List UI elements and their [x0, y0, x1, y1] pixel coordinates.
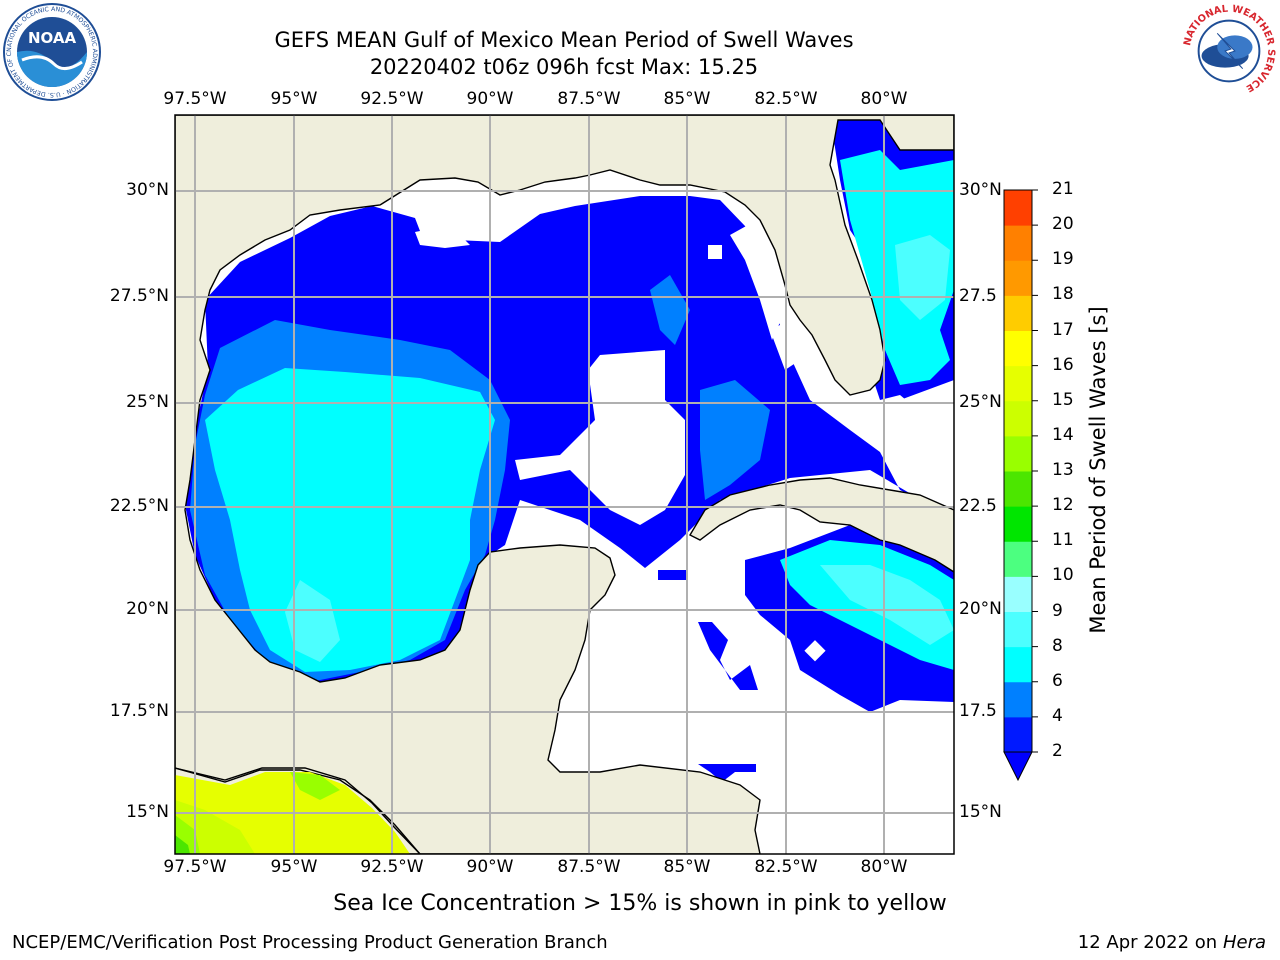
swell-region-small-bar: [658, 570, 686, 580]
lat-tick-right: 30°N: [959, 180, 1002, 200]
lat-tick-left: 22.5°N: [109, 496, 169, 516]
lat-tick-left: 17.5°N: [109, 701, 169, 721]
land-north-america: [175, 115, 954, 854]
colorbar-segment: [1004, 681, 1032, 718]
colorbar-tick-label: 21: [1052, 179, 1074, 199]
lon-tick-bottom: 95°W: [270, 857, 318, 877]
map-frame: [174, 114, 955, 855]
swell-region-atlantic-6s: [840, 150, 954, 385]
nodata-patch-caribbean: [804, 640, 826, 662]
swell-region-pacific-ridge-12s: [290, 772, 340, 800]
colorbar-segment: [1004, 190, 1032, 226]
colorbar-tick-label: 2: [1052, 741, 1063, 761]
colorbar-tick-label: 4: [1052, 705, 1063, 726]
colorbar-tick-label: 14: [1052, 424, 1074, 445]
colorbar-tick-label: 18: [1052, 284, 1074, 305]
sea-ice-caption: Sea Ice Concentration > 15% is shown in …: [333, 891, 947, 916]
colorbar-segment: [1004, 260, 1032, 296]
page-title: GEFS MEAN Gulf of Mexico Mean Period of …: [274, 28, 854, 52]
colorbar-segment: [1004, 330, 1032, 367]
lon-tick-top: 90°W: [466, 89, 514, 109]
noaa-logo-text: NOAA: [28, 29, 77, 47]
lon-tick-bottom: 97.5°W: [163, 857, 227, 877]
lon-tick-top: 92.5°W: [360, 89, 424, 109]
colorbar-segment: [1004, 716, 1032, 753]
colorbar-segment: [1004, 576, 1032, 612]
lat-tick-right: 20°N: [959, 599, 1002, 619]
lon-tick-bottom: 90°W: [466, 857, 514, 877]
footer-credit: NCEP/EMC/Verification Post Processing Pr…: [12, 932, 608, 953]
footer-date-text: 12 Apr 2022 on: [1077, 932, 1223, 953]
colorbar-segment: [1004, 611, 1032, 648]
colorbar-tick-label: 8: [1052, 635, 1063, 656]
swell-region-gulf-6s: [205, 368, 495, 672]
colorbar-segment: [1004, 471, 1032, 507]
colorbar-tick-label: 6: [1052, 670, 1063, 691]
lon-tick-bottom: 82.5°W: [754, 857, 818, 877]
lat-tick-right: 22.5: [959, 496, 997, 516]
lat-tick-left: 20°N: [126, 599, 169, 619]
nodata-patch-dot: [708, 245, 722, 259]
swell-region-pacific-11s: [175, 835, 190, 854]
swell-region-honduras-patch: [698, 622, 758, 690]
lat-tick-left: 15°N: [126, 802, 169, 822]
colorbar-tick-label: 20: [1052, 214, 1074, 235]
nodata-patch-central: [515, 350, 685, 525]
footer-date: 12 Apr 2022 on Hera: [1078, 932, 1266, 953]
lon-tick-top: 87.5°W: [557, 89, 621, 109]
lon-tick-bottom: 85°W: [663, 857, 711, 877]
colorbar-tick-label: 19: [1052, 249, 1074, 270]
colorbar-tick-label: 16: [1052, 354, 1074, 375]
lat-tick-right: 25°N: [959, 392, 1002, 412]
lat-tick-right: 27.5: [959, 286, 997, 306]
nodata-patch-bigbend: [730, 225, 790, 340]
colorbar-title: Mean Period of Swell Waves [s]: [1086, 306, 1110, 634]
lat-tick-right: 17.5: [959, 701, 997, 721]
lon-tick-top: 82.5°W: [754, 89, 818, 109]
colorbar-segment: [1004, 295, 1032, 331]
nodata-patch-central-2: [600, 400, 655, 440]
colorbar-tick-label: 13: [1052, 460, 1074, 480]
colorbar-segment: [1004, 435, 1032, 472]
colorbar-tick-label: 11: [1052, 530, 1074, 551]
colorbar-tick-label: 17: [1052, 319, 1074, 340]
colorbar-segment: [1004, 506, 1032, 542]
lon-tick-top: 95°W: [270, 89, 318, 109]
colorbar-extend-arrow: [1003, 751, 1033, 782]
graticule: [175, 115, 954, 854]
lon-tick-top: 97.5°W: [163, 89, 227, 109]
nodata-patch-mobile: [415, 225, 470, 248]
swell-region-atlantic-8s: [895, 235, 950, 320]
colorbar-tick-label: 12: [1052, 495, 1074, 516]
page-subtitle: 20220402 t06z 096h fcst Max: 15.25: [369, 55, 759, 79]
swell-region-tongue-4s: [650, 275, 690, 345]
lat-tick-left: 27.5°N: [109, 286, 169, 306]
colorbar: [1003, 189, 1038, 782]
colorbar-segment: [1004, 365, 1032, 402]
colorbar-segment: [1004, 646, 1032, 683]
colorbar-segment: [1004, 541, 1032, 577]
colorbar-segment: [1004, 400, 1032, 437]
lon-tick-bottom: 92.5°W: [360, 857, 424, 877]
lon-tick-top: 80°W: [860, 89, 908, 109]
swell-region-gulf-honduras-patch: [698, 764, 756, 782]
lon-tick-bottom: 80°W: [860, 857, 908, 877]
lat-tick-right: 15°N: [959, 802, 1002, 822]
lon-tick-top: 85°W: [663, 89, 711, 109]
lat-tick-left: 25°N: [126, 392, 169, 412]
map-plot-area: [175, 115, 954, 854]
footer-host: Hera: [1222, 932, 1266, 953]
lat-tick-left: 30°N: [126, 180, 169, 200]
lon-tick-bottom: 87.5°W: [557, 857, 621, 877]
nws-logo: NATIONAL WEATHER SERVICE: [1181, 4, 1276, 99]
noaa-logo: NATIONAL OCEANIC AND ATMOSPHERIC ADMINIS…: [2, 2, 101, 101]
colorbar-tick-label: 15: [1052, 389, 1074, 410]
swell-region-gulf-8s: [285, 580, 340, 662]
colorbar-tick-label: 9: [1052, 600, 1063, 621]
colorbar-tick-label: 10: [1052, 565, 1074, 586]
swell-region-yucatan-4s: [700, 380, 770, 500]
colorbar-segment: [1004, 225, 1032, 261]
swell-region-caribbean-8s: [820, 565, 954, 645]
